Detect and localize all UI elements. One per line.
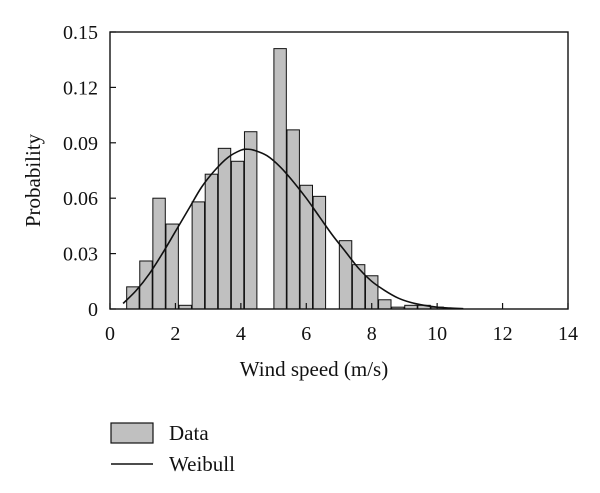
histogram-bar: [273, 48, 287, 310]
x-tick-label: 8: [367, 323, 377, 345]
x-tick-label: 14: [558, 323, 578, 345]
x-tick-label: 0: [105, 323, 115, 345]
plot-frame: [109, 31, 569, 310]
legend: Data Weibull: [110, 421, 235, 476]
y-tick-label: 0: [88, 299, 98, 321]
axis-ticks: 0 2 4 6 8 10 12 14 0 0.03 0.06 0.09 0.12 0.15: [63, 22, 578, 345]
x-tick-label: 12: [493, 323, 513, 345]
x-tick-label: 10: [427, 323, 447, 345]
x-axis-title: Wind speed (m/s): [240, 357, 388, 381]
weibull-curve: [122, 148, 464, 310]
y-tick-label: 0.12: [63, 77, 98, 99]
y-axis-title: Probability: [21, 133, 45, 227]
y-tick-label: 0.15: [63, 22, 98, 44]
legend-label-weibull: Weibull: [169, 452, 235, 476]
y-tick-label: 0.09: [63, 133, 98, 155]
histogram-bar: [204, 173, 219, 310]
y-tick-label: 0.03: [63, 244, 98, 266]
bars-layer: [126, 48, 444, 310]
histogram-bar: [217, 147, 232, 310]
histogram-bar: [152, 197, 166, 310]
x-tick-label: 6: [301, 323, 311, 345]
histogram-bar: [378, 299, 392, 310]
legend-swatch-data: [110, 422, 154, 444]
histogram-bar: [191, 201, 206, 310]
histogram-bar: [312, 195, 327, 310]
y-tick-label: 0.06: [63, 188, 98, 210]
x-tick-label: 4: [236, 323, 246, 345]
histogram-bar: [243, 131, 258, 310]
legend-label-data: Data: [169, 421, 209, 445]
histogram-bar: [351, 264, 366, 310]
histogram-bar: [230, 160, 245, 310]
histogram-bar: [286, 129, 300, 310]
x-tick-label: 2: [170, 323, 180, 345]
